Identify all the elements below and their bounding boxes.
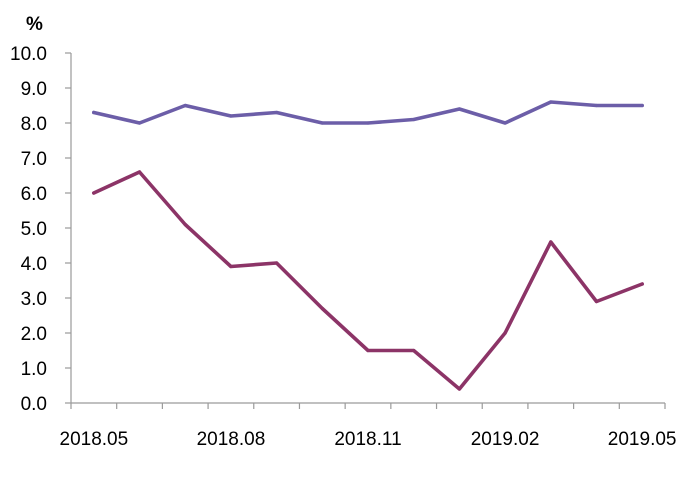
- x-tick-label: 2019.02: [471, 429, 540, 450]
- data-point-series-1: [275, 110, 279, 115]
- y-tick-label: 9.0: [21, 79, 47, 100]
- data-point-series-2: [137, 170, 142, 174]
- data-point-series-2: [275, 261, 279, 265]
- data-point-series-2: [594, 299, 599, 304]
- y-tick-label: 2.0: [21, 324, 47, 345]
- y-tick-label: 4.0: [21, 254, 47, 275]
- y-tick-label: 6.0: [21, 184, 47, 205]
- data-point-series-1: [366, 121, 370, 125]
- data-point-series-1: [229, 114, 233, 118]
- data-point-series-1: [503, 121, 507, 125]
- data-point-series-2: [366, 348, 370, 353]
- data-point-series-2: [92, 191, 96, 195]
- data-point-series-1: [594, 103, 599, 108]
- y-axis-unit-label: %: [26, 14, 43, 35]
- y-tick-label: 8.0: [21, 114, 47, 135]
- data-point-series-2: [503, 331, 507, 335]
- y-tick-label: 7.0: [21, 149, 47, 170]
- x-tick-label: 2018.05: [60, 429, 129, 450]
- data-point-series-1: [92, 110, 96, 115]
- x-tick-label: 2019.05: [608, 429, 677, 450]
- series-line-2: [92, 170, 645, 391]
- x-tick-label: 2018.11: [334, 429, 401, 450]
- data-point-series-2: [320, 306, 324, 311]
- data-point-series-1: [457, 107, 461, 111]
- data-point-series-1: [549, 100, 553, 104]
- data-point-series-1: [183, 103, 187, 108]
- data-point-series-1: [137, 121, 142, 125]
- y-tick-label: 10.0: [10, 44, 47, 65]
- y-tick-label: 5.0: [21, 219, 47, 240]
- data-point-series-1: [320, 121, 324, 125]
- y-tick-label: 3.0: [21, 289, 47, 310]
- data-point-series-2: [457, 387, 461, 391]
- series-layer: [92, 100, 645, 391]
- data-point-series-1: [412, 117, 416, 122]
- y-tick-label: 0.0: [21, 394, 47, 415]
- data-point-series-2: [640, 282, 644, 286]
- series-line-1: [92, 100, 645, 125]
- x-tick-label: 2018.08: [197, 429, 266, 450]
- tick-labels: 0.0 1.0 2.0 3.0 4.0 5.0 6.0 7.0 8.0 9.0 10.0 2018.0…: [10, 44, 676, 450]
- data-point-series-2: [183, 222, 187, 227]
- data-point-series-2: [229, 264, 233, 269]
- data-point-series-2: [412, 348, 416, 353]
- chart-axes: [65, 52, 666, 409]
- data-point-series-2: [549, 240, 553, 244]
- data-point-series-1: [640, 103, 644, 108]
- y-tick-label: 1.0: [21, 359, 47, 380]
